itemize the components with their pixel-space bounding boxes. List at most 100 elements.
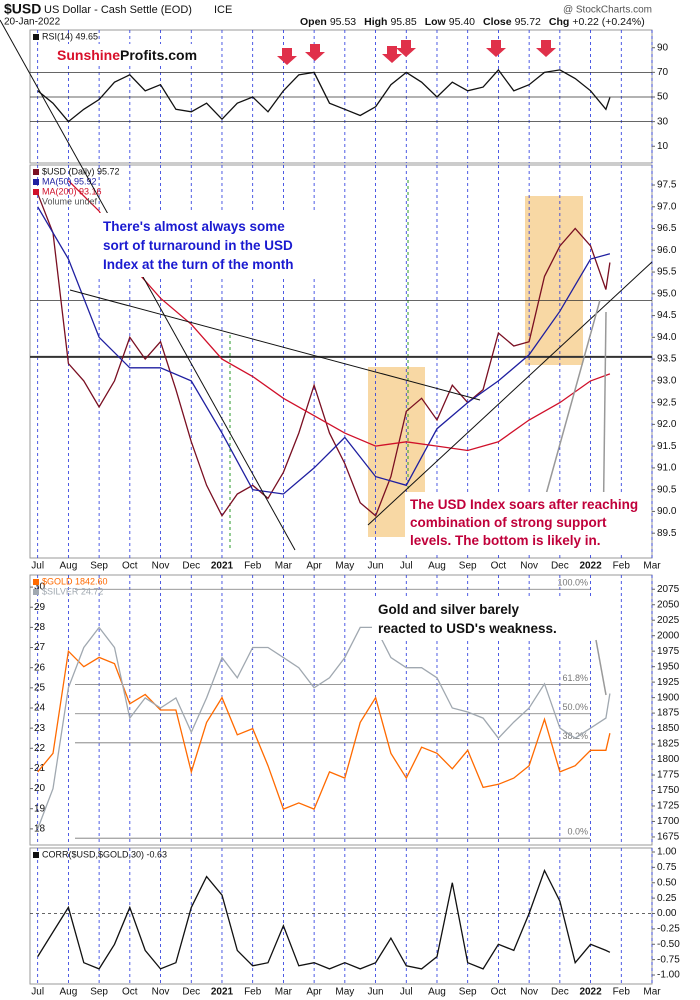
series-line	[37, 206, 611, 495]
x-tick-label: Apr	[306, 561, 322, 572]
y2-tick-label: 1900	[657, 692, 680, 703]
legend-label: $SILVER 24.72	[42, 586, 103, 596]
x-tick-label: Aug	[59, 987, 77, 998]
y2-tick-label: 1875	[657, 708, 680, 719]
y2-tick-label: 1750	[657, 785, 680, 796]
y-tick-label: 91.5	[657, 441, 677, 452]
y-tick-label: 90.5	[657, 484, 677, 495]
fib-label: 50.0%	[562, 702, 588, 712]
x-tick-label: Jun	[367, 987, 383, 998]
y2-tick-label: 2000	[657, 630, 680, 641]
y-tick-label: 97.0	[657, 201, 677, 212]
x-tick-label: Dec	[182, 987, 200, 998]
annotation-box	[97, 213, 319, 277]
y-tick-label: 96.5	[657, 223, 677, 234]
x-tick-label: Sep	[90, 561, 108, 572]
y-tick-label: 25	[34, 682, 46, 693]
x-tick-label: Mar	[275, 561, 293, 572]
x-tick-label: Mar	[275, 987, 293, 998]
x-tick-label: Apr	[306, 987, 322, 998]
x-tick-label: Aug	[428, 987, 446, 998]
y-tick-label: 18	[34, 824, 46, 835]
x-tick-label: 2022	[579, 987, 602, 998]
y-tick-label: 93.0	[657, 376, 677, 387]
x-tick-label: 2022	[579, 561, 602, 572]
y-tick-label: 0.25	[657, 893, 677, 904]
quote-label: High	[364, 16, 387, 28]
exchange: ICE	[214, 4, 232, 16]
x-tick-label: Sep	[90, 987, 108, 998]
legend-label: RSI(14) 49.65	[42, 31, 98, 41]
trend-line	[69, 289, 481, 401]
instrument-name: US Dollar - Cash Settle (EOD)	[44, 4, 192, 16]
source: @ StockCharts.com	[563, 5, 652, 16]
y2-tick-label: 1975	[657, 646, 680, 657]
annotation-line: Gold and silver barely	[378, 602, 520, 617]
arrow	[536, 40, 556, 57]
y2-tick-label: 1925	[657, 677, 680, 688]
arrow	[396, 40, 416, 57]
x-tick-label: Mar	[643, 987, 661, 998]
fib-label: 100.0%	[557, 578, 588, 588]
annotation-line: Index at the turn of the month	[103, 257, 294, 272]
quote-value: +0.22 (+0.24%)	[572, 16, 644, 28]
y-tick-label: 94.5	[657, 310, 677, 321]
y2-tick-label: 1775	[657, 770, 680, 781]
highlight-zones	[229, 180, 583, 550]
arrow	[305, 44, 325, 61]
y-tick-label: 27	[34, 642, 46, 653]
quote-label: Low	[425, 16, 447, 28]
y-tick-label: 90.0	[657, 506, 677, 517]
y-tick-label: 90	[657, 42, 669, 53]
panel-frame	[29, 164, 653, 559]
x-tick-label: Jul	[31, 561, 44, 572]
x-tick-label: Nov	[520, 987, 538, 998]
annotation-line: reacted to USD's weakness.	[378, 621, 557, 636]
y-tick-label: 91.0	[657, 463, 677, 474]
y-tick-label: 96.0	[657, 245, 677, 256]
x-tick-label: Dec	[551, 987, 569, 998]
y-tick-label: 24	[34, 703, 46, 714]
y-tick-label: 95.0	[657, 288, 677, 299]
y-tick-label: 94.0	[657, 332, 677, 343]
legend-label: $USD (Daily) 95.72	[42, 166, 120, 176]
y2-tick-label: 1800	[657, 754, 680, 765]
y-tick-label: -0.25	[657, 924, 680, 935]
annotation-box	[372, 598, 594, 640]
x-tick-label: Nov	[152, 561, 170, 572]
arrow	[277, 48, 297, 65]
legend-label: MA(200) 93.16	[42, 186, 102, 196]
x-tick-label: Mar	[643, 561, 661, 572]
series-line	[67, 180, 611, 452]
y-tick-label: 92.5	[657, 397, 677, 408]
logo-box	[52, 44, 217, 66]
y-tick-label: 1.00	[657, 847, 677, 858]
x-tick-label: Jul	[31, 987, 44, 998]
legend-label: MA(50) 95.92	[42, 176, 97, 186]
y-tick-label: 30	[34, 582, 46, 593]
trend-line	[367, 261, 653, 526]
x-tick-label: Oct	[491, 987, 507, 998]
annotation-box	[405, 492, 637, 552]
y2-tick-label: 1950	[657, 661, 680, 672]
x-tick-label: Sep	[459, 987, 477, 998]
x-tick-label: Sep	[459, 561, 477, 572]
legend-swatch	[33, 852, 39, 858]
y-tick-label: 89.5	[657, 528, 677, 539]
y-tick-label: 29	[34, 602, 46, 613]
x-tick-label: Aug	[428, 561, 446, 572]
legend-label: CORR($USD,$GOLD,30) -0.63	[42, 849, 167, 859]
y2-tick-label: 1675	[657, 832, 680, 843]
quote-label: Open	[300, 16, 327, 28]
quote-value: 95.53	[330, 16, 356, 28]
x-tick-label: Feb	[244, 987, 262, 998]
quote: Open 95.53 High 95.85 Low 95.40 Close 95.72 Chg +…	[300, 16, 645, 28]
x-tick-label: Nov	[520, 561, 538, 572]
annotation: The USD Index soars after reaching combi…	[410, 497, 642, 548]
annotation-line: sort of turnaround in the USD	[103, 238, 293, 253]
y-tick-label: 19	[34, 803, 46, 814]
x-tick-label: Aug	[59, 561, 77, 572]
annotation-line: levels. The bottom is likely in.	[410, 533, 601, 548]
x-tick-label: 2021	[211, 987, 234, 998]
